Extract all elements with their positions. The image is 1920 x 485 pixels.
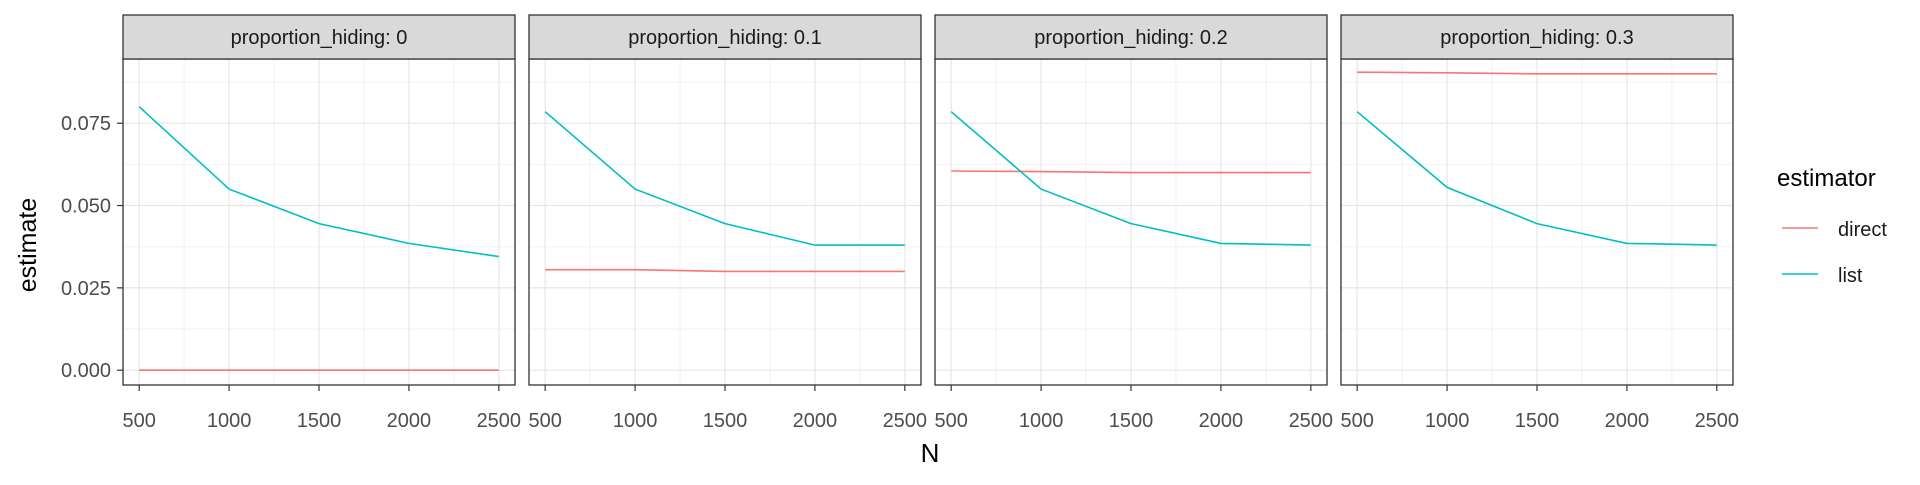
x-tick-label: 1000	[1425, 410, 1470, 432]
y-tick-label: 0.050	[61, 196, 111, 218]
facet-panel-1: proportion_hiding: 0.1 500 1000 1500 2000 250…	[528, 14, 928, 432]
series-line-direct	[1357, 71, 1717, 75]
x-tick-label: 500	[122, 410, 155, 432]
legend-label-direct: direct	[1838, 219, 1887, 241]
legend-label-list: list	[1838, 265, 1863, 287]
x-tick-label: 1500	[703, 410, 748, 432]
x-tick-label: 2000	[1199, 410, 1244, 432]
x-axis-title: N	[921, 438, 940, 468]
x-tick-label: 2500	[883, 410, 928, 432]
facet-strip	[528, 14, 922, 60]
series-line-list	[138, 106, 499, 258]
y-tick-label: 0.000	[61, 360, 111, 382]
x-tick-label: 2500	[1289, 410, 1334, 432]
facet-strip-label: proportion_hiding: 0.2	[1034, 27, 1227, 49]
x-tick-label: 2000	[1605, 410, 1650, 432]
facet-panel-0: proportion_hiding: 0 500 1000 1500 2000 2500 0…	[61, 14, 522, 432]
x-tick-label: 500	[934, 410, 967, 432]
series-line-direct	[545, 268, 905, 273]
x-tick-label: 1500	[1109, 410, 1154, 432]
x-tick-label: 2000	[387, 410, 432, 432]
x-tick-label: 1000	[1019, 410, 1064, 432]
x-tick-label: 1500	[1515, 410, 1560, 432]
y-tick-label: 0.025	[61, 278, 111, 300]
y-tick-label: 0.075	[61, 113, 111, 135]
x-tick-label: 500	[1340, 410, 1373, 432]
facet-strip-label: proportion_hiding: 0.3	[1440, 27, 1633, 49]
x-tick-label: 2500	[477, 410, 522, 432]
facet-strip	[122, 14, 516, 60]
series-line-list	[1356, 111, 1717, 246]
facet-strip-label: proportion_hiding: 0	[231, 27, 408, 49]
facets-layer: proportion_hiding: 0 500 1000 1500 2000 2500 0…	[61, 14, 1740, 432]
x-tick-label: 500	[528, 410, 561, 432]
x-tick-label: 1500	[297, 410, 342, 432]
x-tick-label: 1000	[613, 410, 658, 432]
legend-title: estimator	[1777, 165, 1876, 192]
y-axis-title: estimate	[14, 198, 42, 292]
x-tick-label: 2500	[1695, 410, 1740, 432]
series-line-list	[950, 111, 1311, 246]
facet-panel-2: proportion_hiding: 0.2 500 1000 1500 2000 250…	[934, 14, 1334, 432]
facet-strip	[934, 14, 1328, 60]
facet-panel-3: proportion_hiding: 0.3 500 1000 1500 2000 250…	[1340, 14, 1740, 432]
series-line-list	[544, 111, 905, 246]
facet-strip	[1340, 14, 1734, 60]
x-tick-label: 2000	[793, 410, 838, 432]
x-tick-label: 1000	[207, 410, 252, 432]
facet-strip-label: proportion_hiding: 0.1	[628, 27, 821, 49]
series-line-direct	[951, 170, 1311, 174]
